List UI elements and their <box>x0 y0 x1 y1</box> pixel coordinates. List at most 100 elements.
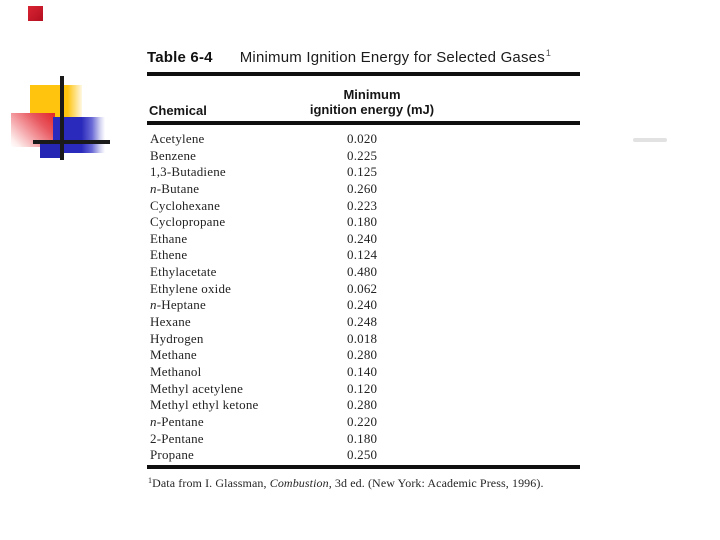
ignition-energy-value: 0.480 <box>347 264 378 280</box>
chemical-name: n-Heptane <box>150 297 206 314</box>
chemical-name: Methanol <box>150 364 201 381</box>
table-row: Methane 0.280 <box>147 347 580 364</box>
chemical-label: Benzene <box>150 147 197 163</box>
table-row: 1,3-Butadiene 0.125 <box>147 164 580 181</box>
chemical-label: Methane <box>150 347 197 363</box>
chemical-label: Propane <box>150 447 194 463</box>
chemical-label: Cyclohexane <box>150 197 221 213</box>
rule-top <box>147 72 580 76</box>
table-row: Methanol 0.140 <box>147 364 580 381</box>
chemical-label: Ethane <box>150 230 188 246</box>
chemical-label: Methanol <box>150 363 202 379</box>
column-header-energy-line2: ignition energy (mJ) <box>309 102 435 117</box>
chemical-label: Hexane <box>150 314 191 330</box>
chemical-name: Ethylene oxide <box>150 281 231 298</box>
scan-smudge <box>633 138 667 142</box>
chemical-name: Benzene <box>150 148 196 165</box>
table-row: n-Heptane 0.240 <box>147 297 580 314</box>
table-row: Cyclopropane 0.180 <box>147 214 580 231</box>
horizontal-cross-line <box>33 140 110 144</box>
chemical-label: Acetylene <box>150 131 205 146</box>
table-row: 2-Pentane 0.180 <box>147 431 580 448</box>
table-row: Ethene 0.124 <box>147 247 580 264</box>
chemical-label: Heptane <box>161 297 206 313</box>
chemical-name: 2-Pentane <box>150 431 204 448</box>
table-row: Methyl acetylene 0.120 <box>147 381 580 398</box>
ignition-energy-value: 0.250 <box>347 447 378 463</box>
chemical-name: Ethane <box>150 231 187 248</box>
chemical-name: Methyl ethyl ketone <box>150 397 259 414</box>
footnote-text-after: 3d ed. (New York: Academic Press, 1996). <box>331 476 544 490</box>
chemical-name: Cyclohexane <box>150 198 220 215</box>
table-row: n-Pentane 0.220 <box>147 414 580 431</box>
title-superscript: 1 <box>545 48 551 58</box>
chemical-label: Hydrogen <box>150 330 204 346</box>
yellow-square <box>30 85 82 118</box>
chemical-label: Ethylacetate <box>150 264 217 280</box>
table-row: Methyl ethyl ketone 0.280 <box>147 397 580 414</box>
chemical-label: 2-Pentane <box>150 430 204 446</box>
chemical-name: Methane <box>150 347 197 364</box>
footnote: 1Data from I. Glassman, Combustion, 3d e… <box>148 476 581 491</box>
table-label: Table 6-4 <box>147 49 213 66</box>
ignition-energy-value: 0.260 <box>347 180 378 196</box>
chemical-name: Hydrogen <box>150 331 204 348</box>
chemical-italic-prefix: n- <box>150 180 162 196</box>
ignition-energy-value: 0.124 <box>347 247 378 263</box>
chemical-italic-prefix: n- <box>150 413 162 429</box>
chemical-label: Methyl acetylene <box>150 380 244 396</box>
table-rows: Acetylene 0.020 Benzene 0.225 1,3-Butadi… <box>147 131 580 464</box>
chemical-label: Butane <box>161 180 200 196</box>
chemical-name: Methyl acetylene <box>150 381 243 398</box>
vertical-cross-line <box>60 76 64 160</box>
rule-mid <box>147 121 580 125</box>
corner-red-square <box>28 6 43 21</box>
ignition-energy-value: 0.120 <box>347 380 378 396</box>
chemical-label: Ethylene oxide <box>150 280 232 296</box>
footnote-superscript: 1 <box>148 476 153 485</box>
table-row: Hexane 0.248 <box>147 314 580 331</box>
chemical-italic-prefix: n- <box>150 297 162 313</box>
ignition-energy-value: 0.220 <box>347 413 378 429</box>
table-row: n-Butane 0.260 <box>147 181 580 198</box>
column-header-energy: Minimum ignition energy (mJ) <box>290 87 454 117</box>
chemical-name: Hexane <box>150 314 191 331</box>
table-row: Propane 0.250 <box>147 447 580 464</box>
column-header-chemical: Chemical <box>149 103 207 118</box>
ignition-energy-value: 0.280 <box>347 397 378 413</box>
chemical-name: n-Pentane <box>150 414 204 431</box>
ignition-energy-value: 0.280 <box>347 347 378 363</box>
ignition-energy-value: 0.125 <box>347 164 378 180</box>
ignition-energy-value: 0.140 <box>347 363 378 379</box>
ignition-energy-value: 0.018 <box>347 330 378 346</box>
table-region: Table 6-4 Minimum Ignition Energy for Sel… <box>147 46 580 506</box>
table-row: Acetylene 0.020 <box>147 131 580 148</box>
chemical-name: Propane <box>150 447 194 464</box>
small-blue-square <box>40 144 63 158</box>
chemical-name: Ethylacetate <box>150 264 217 281</box>
ignition-energy-value: 0.180 <box>347 214 378 230</box>
chemical-name: Ethene <box>150 247 187 264</box>
ignition-energy-value: 0.223 <box>347 197 378 213</box>
chemical-label: 1,3-Butadiene <box>150 164 226 180</box>
chemical-name: 1,3-Butadiene <box>150 164 226 181</box>
ignition-energy-value: 0.225 <box>347 147 378 163</box>
ignition-energy-value: 0.248 <box>347 314 378 330</box>
rule-bottom <box>147 465 580 469</box>
chemical-name: Cyclopropane <box>150 214 225 231</box>
table-row: Ethylacetate 0.480 <box>147 264 580 281</box>
table-title: Minimum Ignition Energy for Selected Gas… <box>239 49 545 66</box>
chemical-label: Ethene <box>150 247 188 263</box>
ignition-energy-value: 0.240 <box>347 297 378 313</box>
ignition-energy-value: 0.020 <box>347 131 378 146</box>
chemical-label: Methyl ethyl ketone <box>150 397 259 413</box>
chemical-label: Cyclopropane <box>150 214 226 230</box>
ignition-energy-value: 0.062 <box>347 280 378 296</box>
table-row: Cyclohexane 0.223 <box>147 198 580 215</box>
footnote-book-title: Combustion, <box>269 476 332 490</box>
ignition-energy-value: 0.240 <box>347 230 378 246</box>
ignition-energy-value: 0.180 <box>347 430 378 446</box>
table-row: Ethane 0.240 <box>147 231 580 248</box>
chemical-name: Acetylene <box>150 131 205 148</box>
